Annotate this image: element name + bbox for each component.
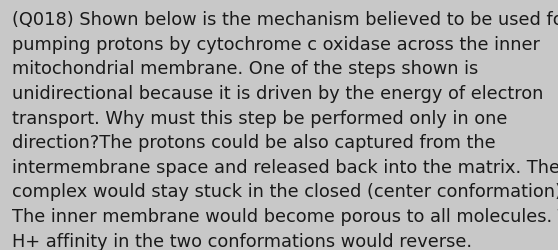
Text: complex would stay stuck in the closed (center conformation).: complex would stay stuck in the closed (…: [12, 183, 558, 201]
Text: mitochondrial membrane. One of the steps shown is: mitochondrial membrane. One of the steps…: [12, 60, 479, 78]
Text: The inner membrane would become porous to all molecules. The: The inner membrane would become porous t…: [12, 207, 558, 225]
Text: pumping protons by cytochrome c oxidase across the inner: pumping protons by cytochrome c oxidase …: [12, 36, 540, 54]
Text: intermembrane space and released back into the matrix. The: intermembrane space and released back in…: [12, 158, 558, 176]
Text: unidirectional because it is driven by the energy of electron: unidirectional because it is driven by t…: [12, 85, 543, 103]
Text: H+ affinity in the two conformations would reverse.: H+ affinity in the two conformations wou…: [12, 232, 472, 250]
Text: transport. Why must this step be performed only in one: transport. Why must this step be perform…: [12, 109, 508, 127]
Text: (Q018) Shown below is the mechanism believed to be used for: (Q018) Shown below is the mechanism beli…: [12, 11, 558, 29]
Text: direction?The protons could be also captured from the: direction?The protons could be also capt…: [12, 134, 496, 152]
